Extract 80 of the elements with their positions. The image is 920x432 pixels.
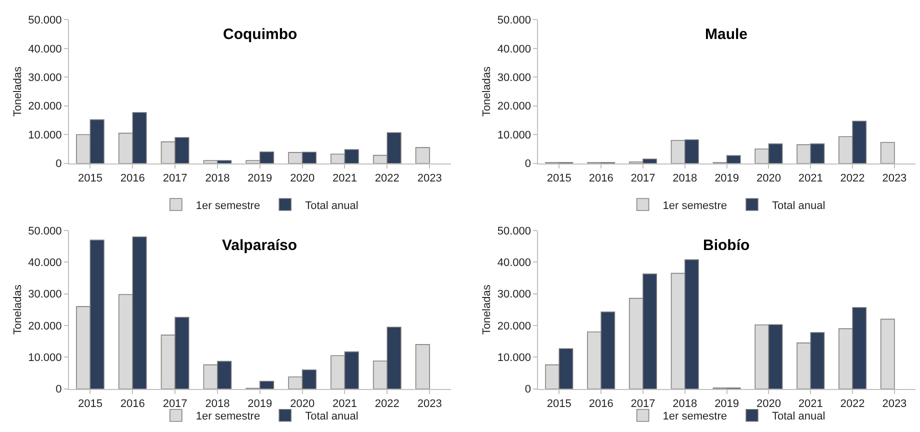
text: Valparaíso: [222, 237, 298, 254]
y-axis-title: Toneladas: [12, 284, 24, 335]
legend-label: 1er semestre: [196, 200, 260, 212]
x-tick-label: 2023: [882, 172, 907, 185]
legend-label: Total anual: [305, 410, 358, 423]
y-tick-label: 30.000: [497, 72, 531, 84]
x-tick-label: 2020: [756, 172, 781, 185]
y-tick-label: 40.000: [497, 257, 531, 270]
y-axis-title: Toneladas: [12, 66, 24, 117]
chart-title: Coquimbo: [223, 26, 298, 43]
x-tick-label: 2016: [120, 398, 145, 410]
legend-label: Total anual: [772, 200, 826, 212]
legend-label: 1er semestre: [662, 410, 728, 423]
x-tick-label: 2023: [417, 398, 442, 410]
x-tick-label: 2022: [374, 398, 400, 410]
x-tick-label: 2018: [672, 398, 698, 410]
x-tick-label: 2017: [162, 398, 188, 410]
bar: [880, 142, 895, 164]
y-tick-label: 0: [56, 158, 62, 170]
y-tick-label: 50.000: [28, 14, 62, 27]
x-tick-label: 2022: [374, 172, 400, 185]
x-tick-label: 2015: [78, 398, 102, 410]
y-tick-label: 0: [524, 384, 531, 396]
y-tick-label: 30.000: [28, 288, 62, 301]
x-tick-label: 2020: [290, 172, 315, 185]
x-tick-label: 2020: [290, 398, 315, 410]
x-tick-label: 2021: [332, 172, 357, 185]
y-tick-label: 50.000: [28, 225, 62, 238]
y-tick-label: 10.000: [497, 129, 531, 142]
text: Biobío: [703, 237, 750, 254]
y-tick-label: 30.000: [497, 288, 531, 301]
y-axis-title: Toneladas: [480, 66, 493, 117]
x-tick-label: 2018: [205, 172, 230, 185]
x-tick-label: 2018: [205, 398, 230, 410]
y-tick-label: 40.000: [28, 257, 62, 270]
y-tick-label: 20.000: [28, 100, 62, 113]
y-tick-label: 40.000: [28, 43, 62, 56]
y-tick-label: 20.000: [28, 320, 62, 332]
x-tick-label: 2023: [882, 398, 907, 410]
y-tick-label: 20.000: [497, 100, 531, 113]
x-tick-label: 2021: [798, 172, 823, 185]
y-tick-label: 0: [56, 384, 62, 396]
x-tick-label: 2016: [120, 172, 145, 185]
x-tick-label: 2019: [714, 398, 740, 410]
bar: [415, 147, 430, 164]
x-tick-label: 2021: [798, 398, 823, 410]
x-tick-label: 2015: [78, 172, 102, 185]
y-axis-title: Toneladas: [480, 284, 493, 335]
x-tick-label: 2020: [756, 398, 781, 410]
x-tick-label: 2015: [546, 398, 572, 410]
x-tick-label: 2019: [714, 172, 740, 185]
legend-label: Total anual: [772, 410, 826, 423]
bar: [880, 318, 895, 389]
x-tick-label: 2021: [332, 398, 357, 410]
y-tick-label: 10.000: [28, 352, 62, 364]
y-tick-label: 20.000: [497, 320, 531, 332]
x-tick-label: 2015: [546, 172, 572, 185]
y-tick-label: 40.000: [497, 43, 531, 56]
y-tick-label: 50.000: [497, 14, 531, 27]
legend-label: 1er semestre: [196, 410, 260, 423]
chart-title: Maule: [705, 26, 748, 43]
x-tick-label: 2019: [248, 398, 272, 410]
legend-label: 1er semestre: [662, 200, 728, 212]
y-tick-label: 10.000: [28, 129, 62, 142]
y-tick-label: 30.000: [28, 72, 62, 84]
x-tick-label: 2022: [840, 172, 865, 185]
x-tick-label: 2016: [588, 398, 614, 410]
y-tick-label: 0: [524, 158, 531, 170]
x-tick-label: 2018: [672, 172, 698, 185]
x-tick-label: 2023: [417, 172, 442, 185]
x-tick-label: 2019: [248, 172, 272, 185]
x-tick-label: 2017: [630, 398, 656, 410]
bar: [415, 344, 430, 389]
x-tick-label: 2017: [162, 172, 188, 185]
x-tick-label: 2016: [588, 172, 614, 185]
x-tick-label: 2017: [630, 172, 656, 185]
y-tick-label: 10.000: [497, 352, 531, 364]
y-tick-label: 50.000: [497, 225, 531, 238]
legend-label: Total anual: [305, 200, 358, 212]
x-tick-label: 2022: [840, 398, 865, 410]
